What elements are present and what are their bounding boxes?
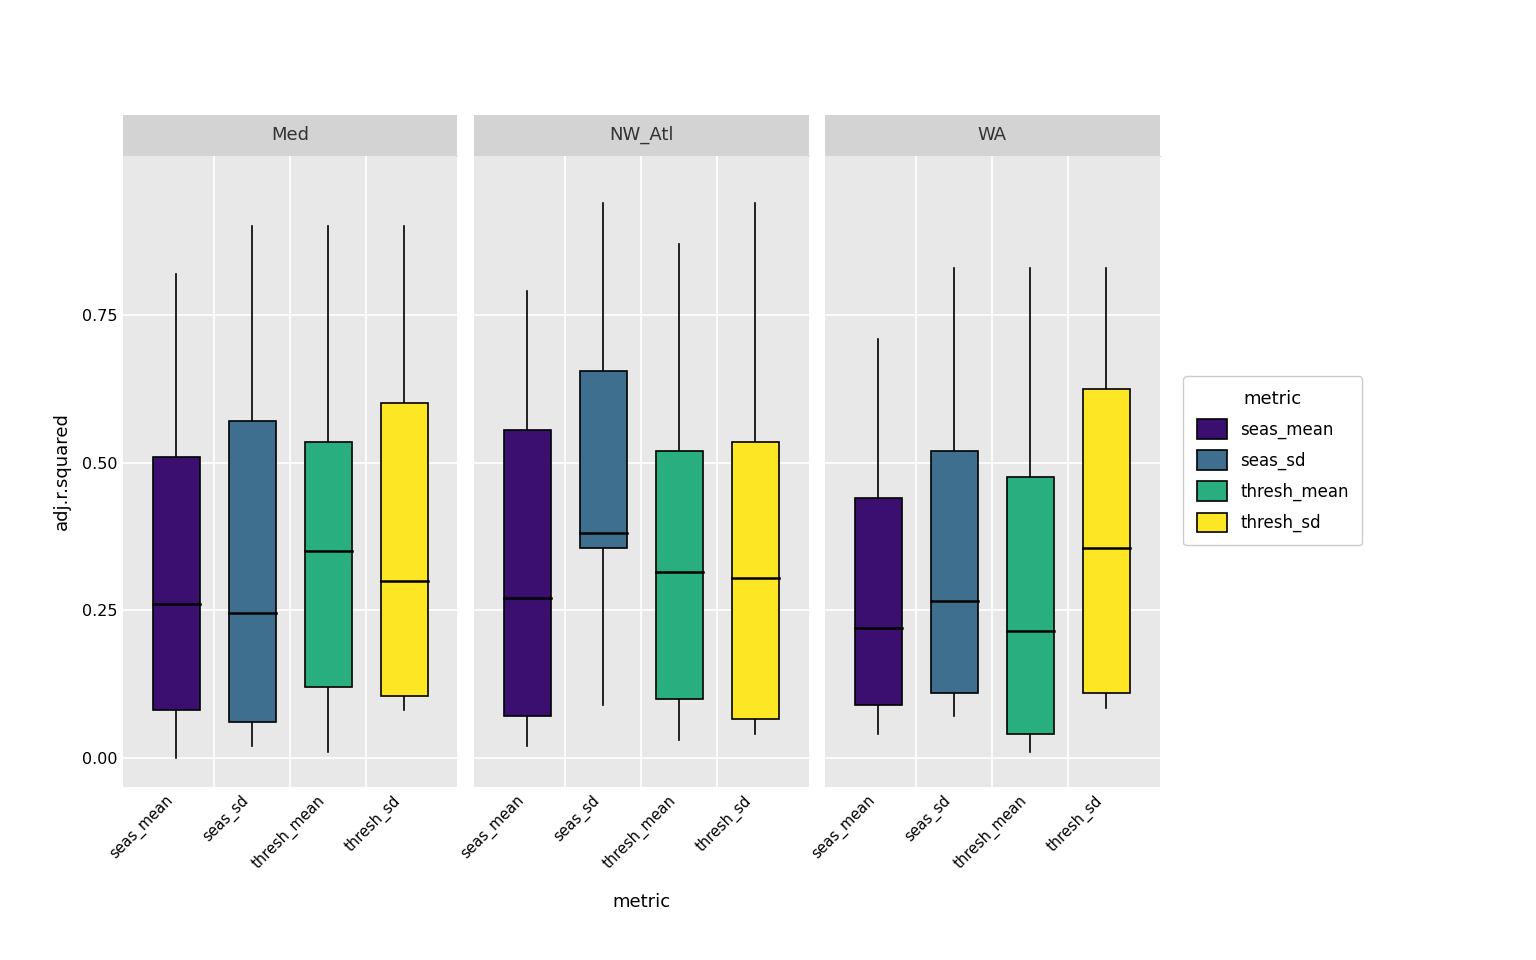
Legend: seas_mean, seas_sd, thresh_mean, thresh_sd: seas_mean, seas_sd, thresh_mean, thresh_… xyxy=(1183,376,1362,545)
Y-axis label: adj.r.squared: adj.r.squared xyxy=(52,413,71,530)
Bar xyxy=(1008,477,1054,734)
Bar xyxy=(229,421,275,722)
Bar xyxy=(656,450,703,699)
Text: metric: metric xyxy=(613,894,670,911)
Text: NW_Atl: NW_Atl xyxy=(610,126,673,145)
Bar xyxy=(152,457,200,710)
Bar xyxy=(931,450,978,693)
Bar xyxy=(579,371,627,548)
Bar xyxy=(731,442,779,719)
Bar xyxy=(304,442,352,686)
Text: Med: Med xyxy=(272,127,309,144)
Bar xyxy=(381,403,427,696)
Bar xyxy=(504,430,551,716)
Bar xyxy=(1083,389,1130,693)
Text: WA: WA xyxy=(978,127,1008,144)
Bar xyxy=(856,498,902,705)
